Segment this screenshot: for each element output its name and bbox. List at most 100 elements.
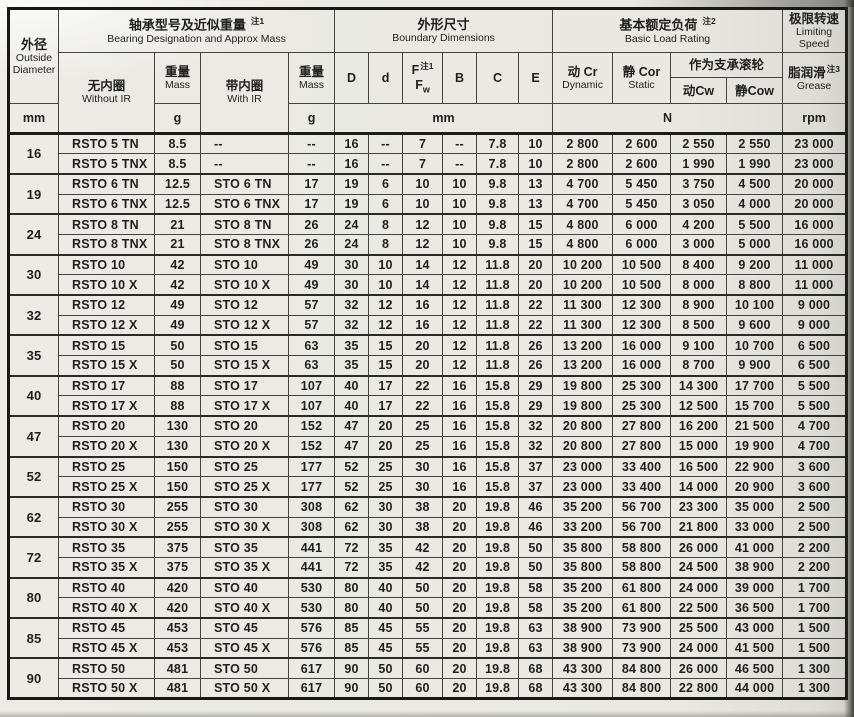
dim-E-cell: 37 <box>518 455 554 478</box>
dim-B-cell: 12 <box>442 293 478 316</box>
dynamic-cr-cell: 33 200 <box>552 516 614 538</box>
roller-cw-cell: 8 000 <box>670 274 728 296</box>
mass-with-ir-cell: 617 <box>287 678 336 700</box>
dim-Fw-cell: 12 <box>402 233 444 256</box>
dim-D-cell: 16 <box>334 132 370 155</box>
designation-without-ir-cell: RSTO 15 X <box>58 355 155 377</box>
designation-with-ir-cell: STO 45 X <box>200 637 289 659</box>
scan-shadow-top-right <box>634 0 854 7</box>
dim-E-cell: 68 <box>518 657 554 680</box>
roller-cow-cell: 9 600 <box>726 314 784 336</box>
dynamic-cr-label-en: Dynamic <box>562 78 603 91</box>
roller-cw-cell: 3 750 <box>670 172 728 195</box>
dim-B-cell: 16 <box>442 455 478 478</box>
roller-cow-cell: 10 100 <box>726 293 784 316</box>
dim-E-cell: 29 <box>518 374 554 397</box>
outside-diameter-cell: 19 <box>8 172 59 215</box>
dim-E-cell: 22 <box>518 293 554 316</box>
limiting-speed-cell: 20 000 <box>782 193 848 215</box>
dim-B-cell: 10 <box>442 213 478 235</box>
dim-D-cell: 80 <box>334 576 370 599</box>
mass-with-label-en: Mass <box>298 78 325 91</box>
mass-with-ir-cell: 152 <box>287 415 336 437</box>
roller-cow-cell: 15 700 <box>726 395 784 417</box>
roller-cow-cell: 5 500 <box>726 213 784 235</box>
header-roller-cow: 静Cow <box>726 77 784 104</box>
dim-C-cell: 19.8 <box>476 536 520 558</box>
dim-d-cell: 12 <box>368 314 404 336</box>
header-roller-cw: 动Cw <box>670 77 728 104</box>
dynamic-cr-cell: 10 200 <box>552 253 614 276</box>
dim-d-cell: 30 <box>368 495 404 518</box>
table-row: 62 RSTO 30 255 STO 30 308 62 30 38 20 19.8 46 35 20… <box>8 495 848 538</box>
mass-with-ir-cell: 576 <box>287 637 336 659</box>
dim-Fw-cell: 38 <box>402 516 444 538</box>
designation-without-ir-cell: RSTO 25 <box>58 455 155 478</box>
roller-cw-cell: 14 000 <box>670 476 728 498</box>
dim-Fw-cell: 55 <box>402 616 444 639</box>
mass-with-ir-cell: 617 <box>287 657 336 680</box>
dim-Fw-cell: 12 <box>402 213 444 235</box>
dim-d-cell: 6 <box>368 172 404 195</box>
designation-with-ir-cell: STO 15 X <box>200 355 289 377</box>
dim-C-cell: 15.8 <box>476 476 520 498</box>
dim-d-cell: 40 <box>368 597 404 619</box>
limiting-speed-cell: 6 500 <box>782 355 848 377</box>
table-row: RSTO 30 X 255 STO 30 X 308 62 30 38 20 19.8 46 33 … <box>9 516 848 538</box>
static-cor-cell: 6 000 <box>612 213 672 235</box>
without-ir-label-en: Without IR <box>81 93 131 106</box>
static-cor-cell: 5 450 <box>612 172 672 195</box>
dynamic-cr-cell: 38 900 <box>552 637 614 659</box>
designation-without-ir-cell: RSTO 17 X <box>58 395 155 417</box>
dim-D-cell: 30 <box>334 274 370 296</box>
designation-with-ir-cell: STO 12 <box>200 293 289 316</box>
designation-with-ir-cell: STO 20 <box>200 415 289 437</box>
table-row: 85 RSTO 45 453 STO 45 576 85 45 55 20 19.8 63 38 90… <box>8 616 848 659</box>
table-row: RSTO 12 X 49 STO 12 X 57 32 12 16 12 11.8 22 11 30… <box>9 314 848 336</box>
static-cor-cell: 10 500 <box>612 274 672 296</box>
dynamic-cr-cell: 35 800 <box>552 536 614 558</box>
limiting-speed-cell: 3 600 <box>782 476 848 498</box>
table-row: 16 RSTO 5 TN 8.5 -- -- 16 -- 7 -- 7.8 10 2 800 2 600… <box>8 132 848 175</box>
table-row: 32 RSTO 12 49 STO 12 57 32 12 16 12 11.8 22 11 300 1… <box>8 293 848 336</box>
unit-load-label: N <box>663 111 673 125</box>
dim-C-cell: 15.8 <box>476 395 520 417</box>
dim-D-cell: 72 <box>334 536 370 558</box>
static-cor-cell: 33 400 <box>612 476 672 498</box>
static-cor-cell: 12 300 <box>612 293 672 316</box>
dim-B-cell: 16 <box>442 476 478 498</box>
dim-D-cell: 72 <box>334 556 370 579</box>
dim-d-cell: 6 <box>368 193 404 215</box>
header-row-subcolumns: 无内圈 Without IR 重量 Mass 带内圈 With IR 重量 Ma… <box>9 52 848 134</box>
dim-d-cell: -- <box>368 132 404 155</box>
mass-without-ir-cell: 150 <box>154 455 201 478</box>
limiting-speed-cell: 5 500 <box>782 374 848 397</box>
dim-B-cell: 20 <box>442 597 478 619</box>
mass-with-ir-cell: 530 <box>287 597 336 619</box>
roller-cw-cell: 14 300 <box>670 374 728 397</box>
outside-diameter-cell: 47 <box>8 415 59 458</box>
dim-d-cell: 20 <box>368 415 404 437</box>
static-cor-cell: 12 300 <box>612 314 672 336</box>
dim-d-cell: 15 <box>368 355 404 377</box>
roller-cw-cell: 1 990 <box>670 153 728 175</box>
table-row: 19 RSTO 6 TN 12.5 STO 6 TN 17 19 6 10 10 9.8 13 4 7… <box>8 172 848 215</box>
designation-group-label-zh: 轴承型号及近似重量 注1 <box>61 16 332 34</box>
dim-Fw-cell: 16 <box>402 293 444 316</box>
roller-cow-cell: 10 700 <box>726 334 784 357</box>
table-row: 72 RSTO 35 375 STO 35 441 72 35 42 20 19.8 50 35 80… <box>8 536 848 579</box>
designation-with-ir-cell: STO 6 TN <box>200 172 289 195</box>
mass-with-ir-cell: 107 <box>287 374 336 397</box>
mass-with-ir-cell: 17 <box>287 172 336 195</box>
dim-Fw-cell: 50 <box>402 597 444 619</box>
note2-marker: 注2 <box>702 16 716 27</box>
header-group-load-rating: 基本额定负荷 注2 Basic Load Rating <box>552 8 784 53</box>
dim-D-cell: 30 <box>334 253 370 276</box>
unit-diameter: mm <box>8 103 59 134</box>
dim-E-cell: 15 <box>518 233 554 256</box>
static-cor-cell: 5 450 <box>612 193 672 215</box>
dim-C-cell: 19.8 <box>476 597 520 619</box>
header-support-roller-group: 作为支承滚轮 <box>670 52 784 78</box>
roller-cw-cell: 26 000 <box>670 536 728 558</box>
